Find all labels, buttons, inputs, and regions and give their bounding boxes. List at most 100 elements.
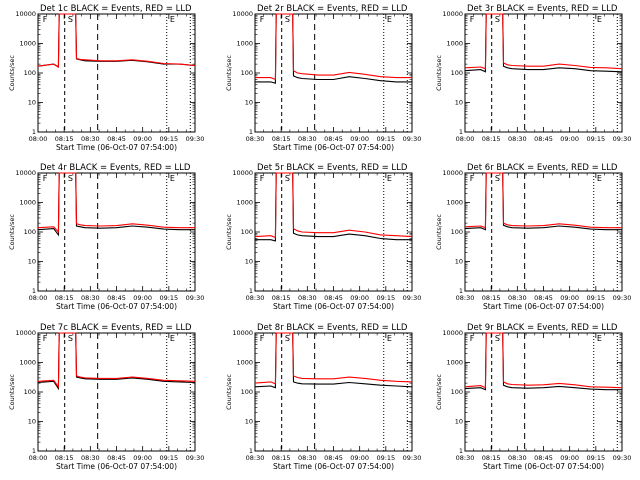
y-axis-label: Counts/sec <box>435 55 443 91</box>
event-marker-label: S <box>68 15 73 24</box>
series-lld-line <box>464 172 622 229</box>
y-tick-label: 10 <box>455 99 463 107</box>
chart-title: Det 9r BLACK = Events, RED = LLD <box>467 323 618 333</box>
x-tick-label: 08:15 <box>272 135 291 143</box>
y-tick-label: 10 <box>245 99 253 107</box>
series-events-line <box>255 13 412 84</box>
chart-panel: Det 6r BLACK = Events, RED = LLD 1 10 100 10… <box>435 163 631 311</box>
event-marker-label: S <box>68 174 73 183</box>
x-tick-label: 09:00 <box>133 294 152 302</box>
event-marker-label: F <box>470 174 475 183</box>
y-axis-label: Counts/sec <box>225 55 233 91</box>
x-tick-label: 09:15 <box>586 135 605 143</box>
event-marker-label: F <box>470 15 475 24</box>
x-tick-label: 09:00 <box>560 135 579 143</box>
x-tick-label: 08:15 <box>272 294 291 302</box>
x-tick-label: 09:30 <box>186 454 205 462</box>
chart-title: Det 1c BLACK = Events, RED = LLD <box>40 4 192 14</box>
y-tick-label: 10 <box>455 258 463 266</box>
x-tick-label: 08:15 <box>55 294 74 302</box>
plot-frame <box>254 13 413 133</box>
x-tick-label: 08:15 <box>272 454 291 462</box>
plot-frame <box>37 172 196 292</box>
event-marker-label: F <box>260 334 265 343</box>
x-tick-label: 08:30 <box>246 454 265 462</box>
y-tick-label: 1000 <box>446 199 463 207</box>
plot-frame <box>254 172 413 292</box>
chart-panel: Det 3r BLACK = Events, RED = LLD 1 10 100 10… <box>435 4 631 143</box>
y-axis-label: Counts/sec <box>435 214 443 250</box>
y-tick-label: 10 <box>455 418 463 426</box>
plot-frame <box>254 332 413 452</box>
chart-title: Det 5r BLACK = Events, RED = LLD <box>257 163 408 173</box>
y-tick-label: 10 <box>28 418 36 426</box>
y-tick-label: 100 <box>24 69 36 77</box>
x-tick-label: 08:30 <box>456 454 475 462</box>
chart-panel: Det 2r BLACK = Events, RED = LLD 1 10 100 10… <box>225 4 421 152</box>
x-tick-label: 08:30 <box>298 294 317 302</box>
event-marker-label: S <box>495 15 500 24</box>
x-tick-label: 08:45 <box>534 135 553 143</box>
x-axis-label: Start Time (06-Oct-07 07:54:00) <box>483 462 604 471</box>
x-tick-label: 08:30 <box>508 454 527 462</box>
x-axis-label: Start Time (06-Oct-07 07:54:00) <box>56 143 177 152</box>
event-marker-label: E <box>387 174 392 183</box>
x-tick-label: 08:30 <box>81 294 100 302</box>
chart-title: Det 2r BLACK = Events, RED = LLD <box>257 4 408 14</box>
event-marker-label: E <box>170 15 175 24</box>
x-tick-label: 09:30 <box>613 135 632 143</box>
x-tick-label: 09:15 <box>376 135 395 143</box>
y-tick-label: 10 <box>28 99 36 107</box>
y-tick-label: 10000 <box>232 329 253 337</box>
x-axis-label: Start Time (06-Oct-07 07:54:00) <box>273 302 394 311</box>
series-lld-line <box>37 172 195 234</box>
y-tick-label: 10000 <box>232 169 253 177</box>
x-tick-label: 09:00 <box>350 454 369 462</box>
chart-panel: Det 8r BLACK = Events, RED = LLD 1 10 100 10… <box>225 323 421 471</box>
y-tick-label: 100 <box>451 228 463 236</box>
y-tick-label: 1 <box>249 447 253 455</box>
event-marker-label: E <box>597 334 602 343</box>
chart-panel: Det 4r BLACK = Events, RED = LLD 1 10 100 10… <box>8 163 204 311</box>
x-tick-label: 08:15 <box>482 294 501 302</box>
x-tick-label: 08:00 <box>29 135 48 143</box>
y-tick-label: 10000 <box>442 329 463 337</box>
x-tick-label: 08:00 <box>29 454 48 462</box>
y-tick-label: 10000 <box>15 329 36 337</box>
chart-panel: Det 1c BLACK = Events, RED = LLD 1 10 100 10… <box>8 4 204 152</box>
y-tick-label: 1 <box>249 287 253 295</box>
chart-panel: Det 9r BLACK = Events, RED = LLD 1 10 100 10… <box>435 323 631 471</box>
series-lld-line <box>255 13 412 81</box>
series-lld-line <box>254 172 413 239</box>
x-tick-label: 08:30 <box>508 294 527 302</box>
chart-title: Det 8r BLACK = Events, RED = LLD <box>257 323 408 333</box>
y-tick-label: 1 <box>32 447 36 455</box>
x-tick-label: 09:30 <box>186 294 205 302</box>
x-tick-label: 09:30 <box>613 294 632 302</box>
y-tick-label: 100 <box>451 69 463 77</box>
x-tick-label: 08:15 <box>55 454 74 462</box>
y-tick-label: 10000 <box>15 10 36 18</box>
event-marker-label: F <box>43 15 48 24</box>
event-marker-label: S <box>285 334 290 343</box>
x-tick-label: 08:00 <box>456 135 475 143</box>
y-tick-label: 100 <box>241 388 253 396</box>
y-tick-label: 1000 <box>19 199 36 207</box>
x-tick-label: 08:45 <box>534 454 553 462</box>
plot-frame <box>464 172 623 292</box>
y-tick-label: 10 <box>28 258 36 266</box>
y-tick-label: 10 <box>245 258 253 266</box>
x-tick-label: 09:15 <box>159 294 178 302</box>
series-events-line <box>255 172 412 242</box>
y-tick-label: 1000 <box>446 40 463 48</box>
x-tick-label: 09:15 <box>159 454 178 462</box>
x-tick-label: 09:15 <box>586 454 605 462</box>
x-tick-label: 08:45 <box>107 294 126 302</box>
plot-frame <box>464 332 623 452</box>
y-tick-label: 1000 <box>236 359 253 367</box>
x-tick-label: 08:00 <box>29 294 48 302</box>
y-tick-label: 1 <box>459 128 463 136</box>
x-tick-label: 08:45 <box>534 294 553 302</box>
x-axis-label: Start Time (06-Oct-07 07:54:00) <box>273 462 394 471</box>
event-marker-label: S <box>68 334 73 343</box>
